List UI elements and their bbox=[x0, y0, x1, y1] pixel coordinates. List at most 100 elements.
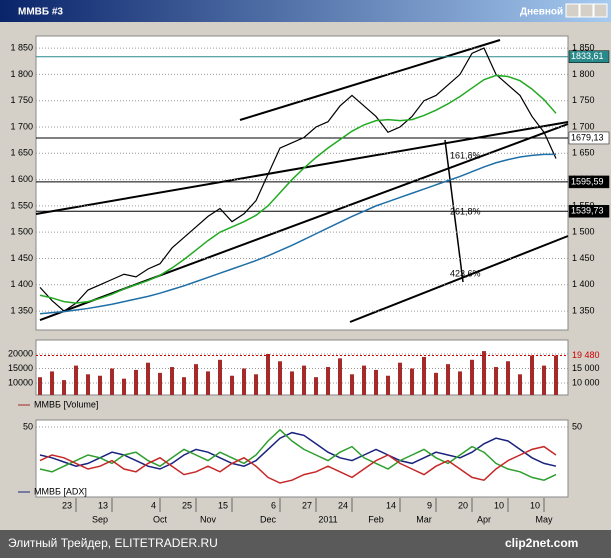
volume-bar bbox=[230, 375, 234, 395]
y-tick-label: 1 500 bbox=[10, 227, 33, 237]
y-tick-label: 10000 bbox=[8, 377, 33, 387]
y-tick-label: 1 800 bbox=[10, 69, 33, 79]
volume-bar bbox=[254, 374, 258, 395]
volume-bar bbox=[62, 380, 66, 395]
maximize-button[interactable] bbox=[579, 3, 594, 18]
y2-tick-label: 1 400 bbox=[572, 279, 595, 289]
channel-line bbox=[239, 39, 501, 121]
month-label: Dec bbox=[260, 514, 277, 524]
x-tick-label: 9 bbox=[427, 500, 432, 510]
x-tick-label: 14 bbox=[386, 500, 396, 510]
month-label: Oct bbox=[153, 514, 168, 524]
series-line bbox=[39, 431, 557, 470]
level-tag bbox=[568, 50, 610, 63]
volume-bar bbox=[434, 372, 438, 395]
volume-bar bbox=[146, 362, 150, 395]
close-button[interactable] bbox=[593, 3, 608, 18]
month-label: May bbox=[535, 514, 553, 524]
legend-label: ММВБ [Volume] bbox=[34, 399, 98, 409]
series-line bbox=[39, 445, 557, 484]
volume-bar bbox=[446, 364, 450, 395]
volume-bar bbox=[86, 374, 90, 395]
month-label: 2011 bbox=[318, 514, 337, 524]
series-line bbox=[39, 47, 557, 312]
x-tick-label: 24 bbox=[338, 500, 348, 510]
volume-bar bbox=[398, 362, 402, 395]
volume-bar bbox=[158, 372, 162, 395]
annotation: 161,8% bbox=[450, 150, 481, 160]
x-tick-label: 23 bbox=[62, 500, 72, 510]
volume-bar bbox=[338, 358, 342, 395]
y-tick-label: 50 bbox=[23, 421, 33, 431]
y-tick-label: 1 400 bbox=[10, 279, 33, 289]
footer-left: Элитный Трейдер, ELITETRADER.RU bbox=[8, 536, 218, 550]
y-tick-label: 1 750 bbox=[10, 95, 33, 105]
volume-bar bbox=[302, 365, 306, 395]
volume-bar bbox=[374, 369, 378, 395]
x-tick-label: 13 bbox=[98, 500, 108, 510]
volume-bar bbox=[326, 367, 330, 395]
channel-line bbox=[349, 235, 569, 323]
x-tick-label: 6 bbox=[271, 500, 276, 510]
period-label: Дневной bbox=[520, 7, 563, 18]
annotation: 423,6% bbox=[450, 268, 481, 278]
month-label: Apr bbox=[477, 514, 491, 524]
y2-tick-label: 1 350 bbox=[572, 305, 595, 315]
minimize-button[interactable] bbox=[565, 3, 580, 18]
y2-tick-label: 1 800 bbox=[572, 69, 595, 79]
window-title: ММВБ #3 bbox=[18, 7, 63, 18]
volume-bar bbox=[482, 351, 486, 395]
x-tick-label: 25 bbox=[182, 500, 192, 510]
volume-bar bbox=[98, 375, 102, 395]
y-tick-label: 1 600 bbox=[10, 174, 33, 184]
y-tick-label: 1 450 bbox=[10, 253, 33, 263]
month-label: Feb bbox=[368, 514, 384, 524]
volume-bar bbox=[278, 361, 282, 395]
series-line bbox=[39, 74, 557, 304]
x-tick-label: 15 bbox=[218, 500, 228, 510]
volume-bar bbox=[386, 375, 390, 395]
volume-bar bbox=[182, 377, 186, 395]
volume-bar bbox=[458, 371, 462, 395]
y2-tick-label: 10 000 bbox=[572, 377, 600, 387]
volume-bar bbox=[242, 368, 246, 395]
volume-bar bbox=[494, 367, 498, 395]
volume-bar bbox=[470, 359, 474, 395]
volume-bar bbox=[50, 371, 54, 395]
channel-line bbox=[35, 121, 569, 215]
volume-bar bbox=[38, 377, 42, 395]
y2-tick-label: 50 bbox=[572, 421, 582, 431]
footer-right: clip2net.com bbox=[505, 536, 578, 550]
volume-bar bbox=[554, 355, 558, 395]
volume-bar bbox=[518, 374, 522, 395]
y2-tick-label: 1 850 bbox=[572, 42, 595, 52]
volume-bar bbox=[194, 364, 198, 395]
level-label: 1595,59 bbox=[571, 176, 604, 186]
y-tick-label: 1 850 bbox=[10, 42, 33, 52]
level-tag bbox=[568, 175, 610, 189]
y2-tick-label: 1 500 bbox=[572, 227, 595, 237]
y2-tick-label: 1 750 bbox=[572, 95, 595, 105]
volume-bar bbox=[218, 359, 222, 395]
y-tick-label: 1 700 bbox=[10, 121, 33, 131]
volume-bar bbox=[206, 371, 210, 395]
level-label: 1679,13 bbox=[571, 132, 604, 142]
y-tick-label: 1 550 bbox=[10, 200, 33, 210]
y-tick-label: 15000 bbox=[8, 363, 33, 373]
legend-label: ММВБ [ADX] bbox=[34, 486, 87, 496]
volume-bar bbox=[530, 355, 534, 395]
y2-tick-label: 1 700 bbox=[572, 121, 595, 131]
x-tick-label: 10 bbox=[494, 500, 504, 510]
y-tick-label: 20000 bbox=[8, 348, 33, 358]
volume-bar bbox=[134, 369, 138, 395]
level-label: 1539,73 bbox=[571, 206, 604, 216]
volume-bar bbox=[422, 356, 426, 395]
volume-bar bbox=[290, 371, 294, 395]
y2-tick-label: 1 650 bbox=[572, 148, 595, 158]
y2-tick-label: 1 450 bbox=[572, 253, 595, 263]
series-line bbox=[39, 428, 557, 481]
month-label: Nov bbox=[200, 514, 217, 524]
volume-bar bbox=[122, 378, 126, 395]
volume-bar bbox=[362, 365, 366, 395]
